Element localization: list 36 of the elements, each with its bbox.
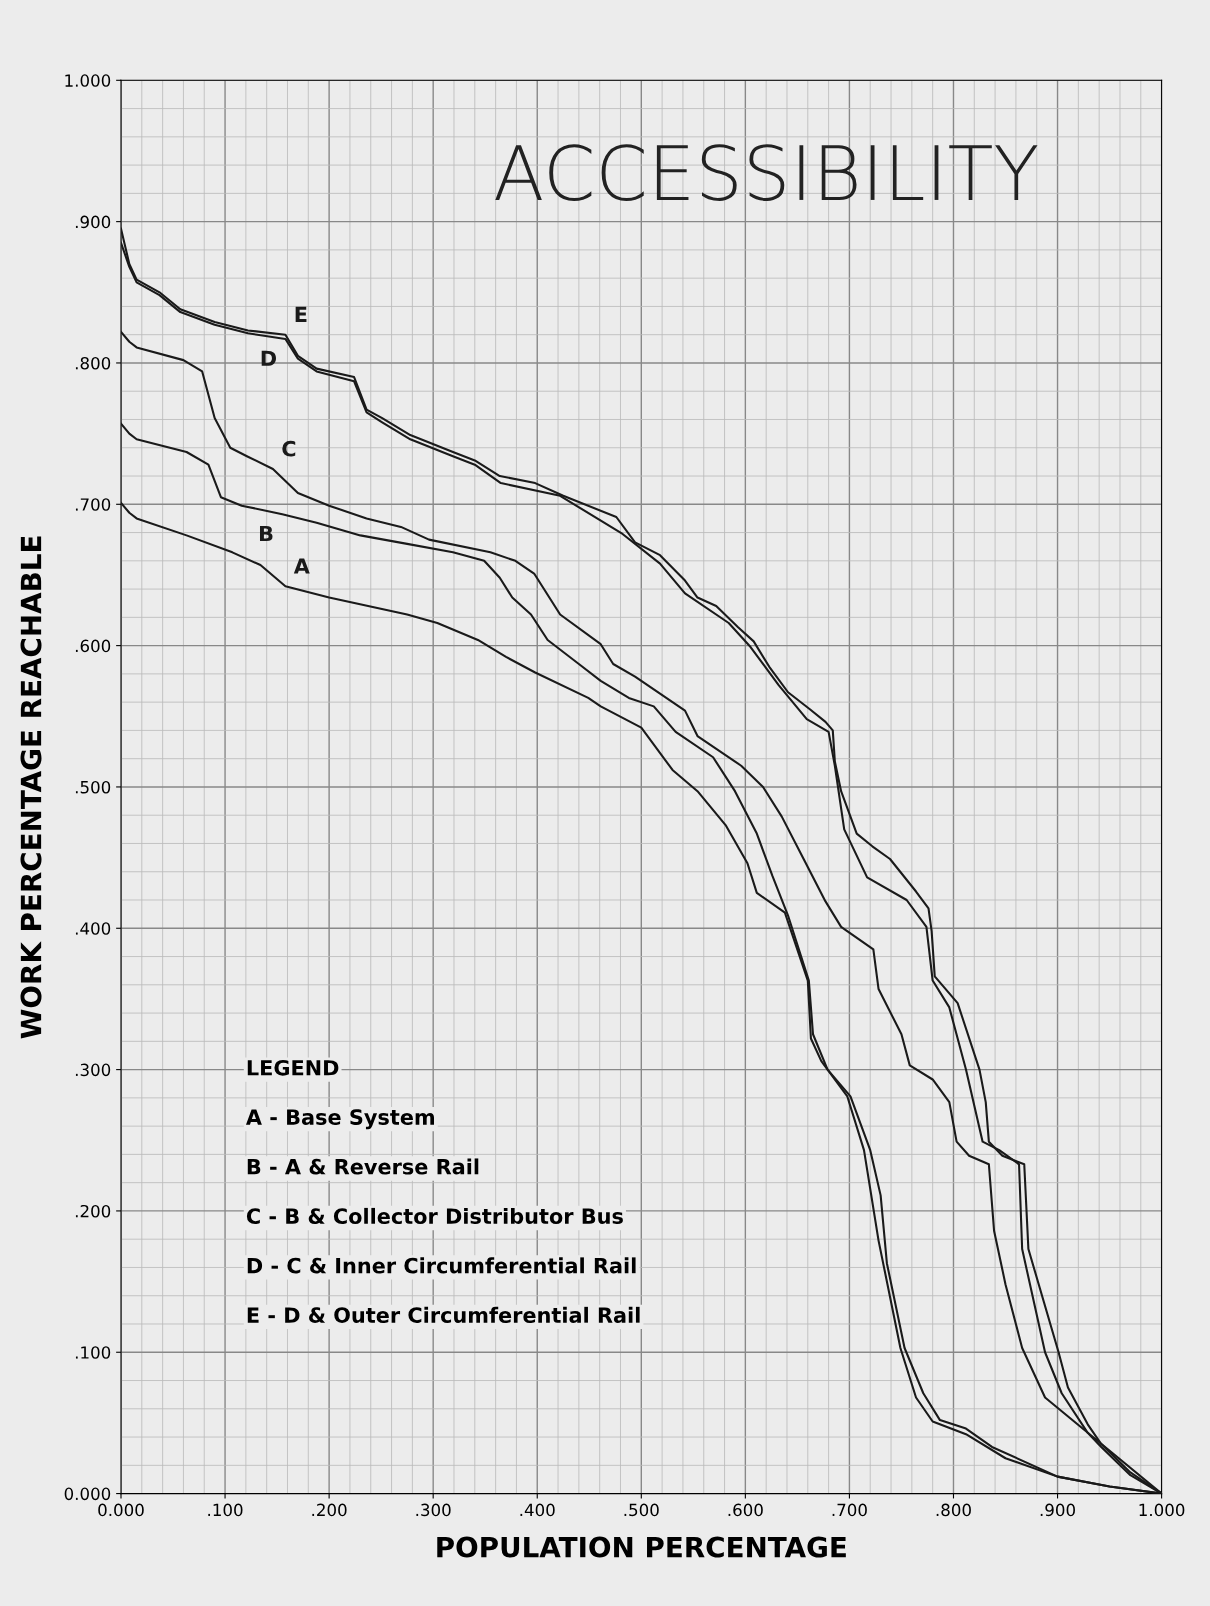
annotation: LEGEND bbox=[247, 1059, 339, 1076]
x-axis-title: POPULATION PERCENTAGE bbox=[437, 1536, 846, 1558]
x-tick-label: .200 bbox=[312, 1503, 347, 1517]
text: ACCESSIBILITY bbox=[495, 144, 1038, 201]
annotation: E - D & Outer Circumferential Rail bbox=[247, 1306, 640, 1323]
series-label: D bbox=[261, 350, 276, 366]
y-tick-label: 0.000 bbox=[64, 1487, 111, 1501]
x-tick-label: .400 bbox=[520, 1503, 555, 1517]
x-tick-label: .900 bbox=[1040, 1503, 1075, 1517]
x-tick-label: .800 bbox=[936, 1503, 971, 1517]
y-tick-label: .200 bbox=[75, 1204, 111, 1218]
series-label: A bbox=[293, 558, 310, 574]
y-tick-label: .300 bbox=[75, 1063, 111, 1077]
y-tick-label: .900 bbox=[75, 215, 111, 229]
y-tick-label: .400 bbox=[75, 922, 111, 935]
x-tick-label: .100 bbox=[208, 1503, 243, 1517]
x-tick-label: .600 bbox=[728, 1503, 763, 1517]
x-tick-label: .700 bbox=[832, 1503, 867, 1517]
series-label: B bbox=[259, 525, 273, 542]
y-tick-label: .700 bbox=[75, 498, 111, 511]
y-tick-label: .100 bbox=[75, 1346, 111, 1359]
y-axis-title: WORK PERCENTAGE REACHABLE bbox=[20, 536, 42, 1039]
x-tick-label: 1.000 bbox=[1139, 1503, 1185, 1517]
annotation: C - B & Collector Distributor Bus bbox=[246, 1207, 623, 1225]
series-label: E bbox=[295, 306, 307, 323]
y-tick-label: .600 bbox=[75, 639, 111, 653]
y-tick-label: .500 bbox=[75, 780, 111, 794]
x-tick-label: 0.000 bbox=[98, 1503, 144, 1517]
series-label: C bbox=[282, 440, 296, 457]
x-tick-label: .300 bbox=[416, 1503, 451, 1517]
y-tick-label: 1.000 bbox=[65, 74, 111, 87]
x-tick-label: .500 bbox=[624, 1503, 659, 1517]
annotation: B - A & Reverse Rail bbox=[247, 1158, 479, 1175]
y-tick-label: .800 bbox=[75, 356, 111, 370]
annotation: D - C & Inner Circumferential Rail bbox=[247, 1257, 636, 1274]
annotation: A - Base System bbox=[245, 1109, 434, 1130]
